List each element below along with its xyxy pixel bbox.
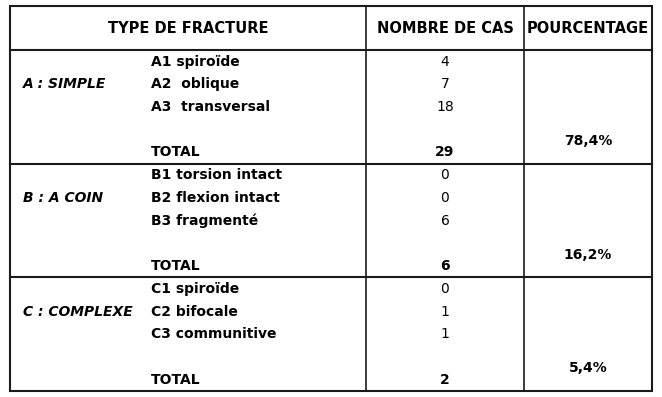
Text: A2  oblique: A2 oblique bbox=[151, 77, 240, 91]
Text: TOTAL: TOTAL bbox=[151, 259, 201, 273]
Text: 0: 0 bbox=[441, 168, 449, 182]
Text: A3  transversal: A3 transversal bbox=[151, 100, 270, 114]
Text: 16,2%: 16,2% bbox=[563, 248, 612, 262]
Text: 7: 7 bbox=[441, 77, 449, 91]
Text: 2: 2 bbox=[440, 373, 450, 387]
Text: 5,4%: 5,4% bbox=[569, 361, 607, 375]
Text: 6: 6 bbox=[440, 259, 449, 273]
Text: 29: 29 bbox=[436, 145, 455, 160]
Text: B1 torsion intact: B1 torsion intact bbox=[151, 168, 282, 182]
Text: TOTAL: TOTAL bbox=[151, 145, 201, 160]
Text: NOMBRE DE CAS: NOMBRE DE CAS bbox=[377, 21, 514, 36]
Text: POURCENTAGE: POURCENTAGE bbox=[527, 21, 649, 36]
Text: C : COMPLEXE: C : COMPLEXE bbox=[23, 304, 132, 318]
Text: A : SIMPLE: A : SIMPLE bbox=[23, 77, 106, 91]
Text: 4: 4 bbox=[441, 55, 449, 69]
Text: B : A COIN: B : A COIN bbox=[23, 191, 103, 205]
Text: 0: 0 bbox=[441, 191, 449, 205]
Text: 78,4%: 78,4% bbox=[563, 134, 612, 148]
Text: 0: 0 bbox=[441, 282, 449, 296]
Text: B2 flexion intact: B2 flexion intact bbox=[151, 191, 280, 205]
Text: 18: 18 bbox=[436, 100, 454, 114]
Text: 1: 1 bbox=[440, 327, 449, 341]
Text: C1 spiroïde: C1 spiroïde bbox=[151, 282, 240, 296]
Text: C2 bifocale: C2 bifocale bbox=[151, 304, 238, 318]
Text: 1: 1 bbox=[440, 304, 449, 318]
Text: B3 fragmenté: B3 fragmenté bbox=[151, 214, 258, 228]
Text: A1 spiroïde: A1 spiroïde bbox=[151, 55, 240, 69]
Text: TOTAL: TOTAL bbox=[151, 373, 201, 387]
Text: 6: 6 bbox=[440, 214, 449, 227]
Text: TYPE DE FRACTURE: TYPE DE FRACTURE bbox=[108, 21, 268, 36]
Text: C3 communitive: C3 communitive bbox=[151, 327, 277, 341]
